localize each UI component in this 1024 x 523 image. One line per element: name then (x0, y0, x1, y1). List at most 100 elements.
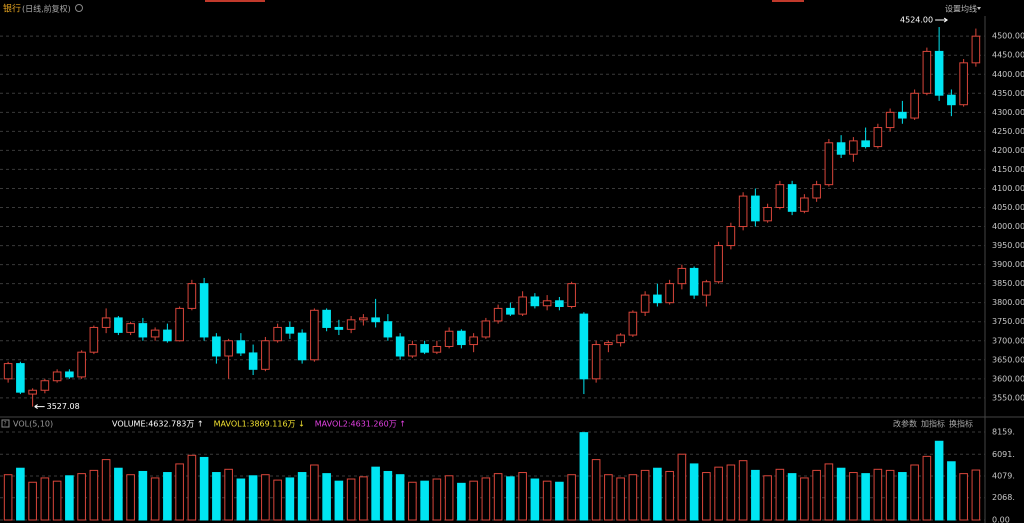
volume-bar (65, 475, 74, 521)
volume-bar (628, 474, 638, 521)
candle-body (89, 326, 99, 353)
volume-bar (224, 468, 233, 521)
candle-body (677, 267, 687, 285)
candle-body (689, 267, 699, 296)
y-tick-label: 4000.00 (992, 222, 1024, 231)
volume-bar (530, 478, 540, 521)
annotation-arrow (34, 404, 45, 410)
volume-bar (408, 481, 417, 521)
candle-body (77, 351, 86, 378)
volume-bar (567, 474, 576, 521)
candle-body (346, 319, 356, 330)
candle-body (493, 307, 503, 322)
candle-body (236, 340, 246, 354)
volume-bar (947, 461, 956, 521)
volume-legend: MAVOL1:3869.116万 ↓ (214, 420, 305, 429)
candle-body (910, 92, 919, 119)
candle-body (444, 330, 454, 347)
candle-body (971, 35, 981, 64)
volume-bar (481, 477, 491, 521)
volume-bar (310, 464, 319, 521)
candle-body (604, 342, 613, 346)
candle-body (16, 363, 25, 393)
tab-indicator (772, 0, 804, 2)
candle-body (922, 50, 932, 94)
candle-body (408, 344, 417, 357)
volume-bar (873, 468, 883, 521)
candle-body (812, 184, 821, 199)
help-icon[interactable] (1, 419, 10, 428)
candle-body (824, 142, 834, 186)
candle-body (579, 313, 589, 380)
candle-body (861, 140, 870, 148)
candle-body (395, 336, 405, 357)
volume-bar (371, 466, 380, 521)
volume-bar (861, 473, 870, 521)
candle-body (212, 336, 221, 357)
volume-bar (334, 480, 344, 521)
volume-bar (836, 467, 846, 521)
candle-body (555, 300, 564, 307)
candle-body (959, 62, 968, 106)
chart-subtitle: (日线,前复权) (22, 4, 71, 14)
volume-bar (248, 475, 258, 521)
volume-bar (101, 459, 111, 521)
y-tick-label: 4300.00 (992, 108, 1024, 117)
candle-body (665, 283, 674, 304)
volume-bar (493, 473, 503, 521)
y-tick-label: 3750.00 (992, 317, 1024, 326)
candle-body (640, 294, 650, 313)
volume-bar (114, 467, 123, 521)
candle-body (114, 317, 123, 333)
volume-bar (910, 464, 919, 521)
candle-body (224, 340, 233, 357)
volume-bar (555, 481, 564, 521)
volume-bar (640, 469, 650, 521)
volume-bar (849, 472, 858, 521)
y-tick-label: 4050.00 (992, 203, 1024, 212)
candle-body (273, 326, 282, 342)
settings-icon[interactable] (75, 4, 83, 12)
volume-bar (89, 469, 99, 521)
volume-bar (126, 474, 135, 521)
candle-body (738, 195, 748, 228)
volume-bar (444, 475, 454, 521)
candle-body (934, 50, 944, 96)
volume-bar (3, 474, 13, 521)
indicator-button[interactable]: 加指标 (921, 419, 945, 429)
indicator-button[interactable]: 改参数 (893, 419, 917, 429)
candle-body (518, 296, 527, 315)
candle-body (836, 142, 846, 155)
settings-button[interactable]: 设置均线 (945, 4, 977, 14)
volume-bar (199, 456, 209, 521)
volume-bar (285, 477, 295, 521)
volume-bar (212, 472, 221, 521)
volume-bar (236, 478, 246, 521)
y-tick-label: 4079. (992, 472, 1015, 481)
volume-bar (469, 480, 478, 521)
volume-bar (175, 463, 184, 521)
volume-bar (751, 469, 760, 521)
candle-body (653, 294, 662, 304)
indicator-button[interactable]: 换指标 (949, 419, 973, 429)
y-tick-label: 8159. (992, 428, 1015, 437)
volume-bar (28, 481, 37, 521)
y-tick-label: 4350.00 (992, 89, 1024, 98)
candle-body (787, 184, 797, 212)
y-tick-label: 6091. (992, 450, 1015, 459)
candle-body (248, 352, 258, 370)
candle-body (322, 309, 331, 328)
volume-bar (702, 472, 711, 521)
candle-body (310, 309, 319, 361)
candle-body (849, 140, 858, 155)
annotation-arrow (935, 17, 949, 23)
volume-bar (77, 473, 86, 521)
candle-body (898, 111, 907, 119)
volume-bar (934, 440, 944, 521)
candle-body (138, 323, 148, 338)
candle-body (3, 363, 13, 380)
y-tick-label: 3900.00 (992, 260, 1024, 269)
volume-bar (971, 469, 981, 521)
candle-body (420, 344, 429, 353)
volume-bar (665, 470, 674, 521)
